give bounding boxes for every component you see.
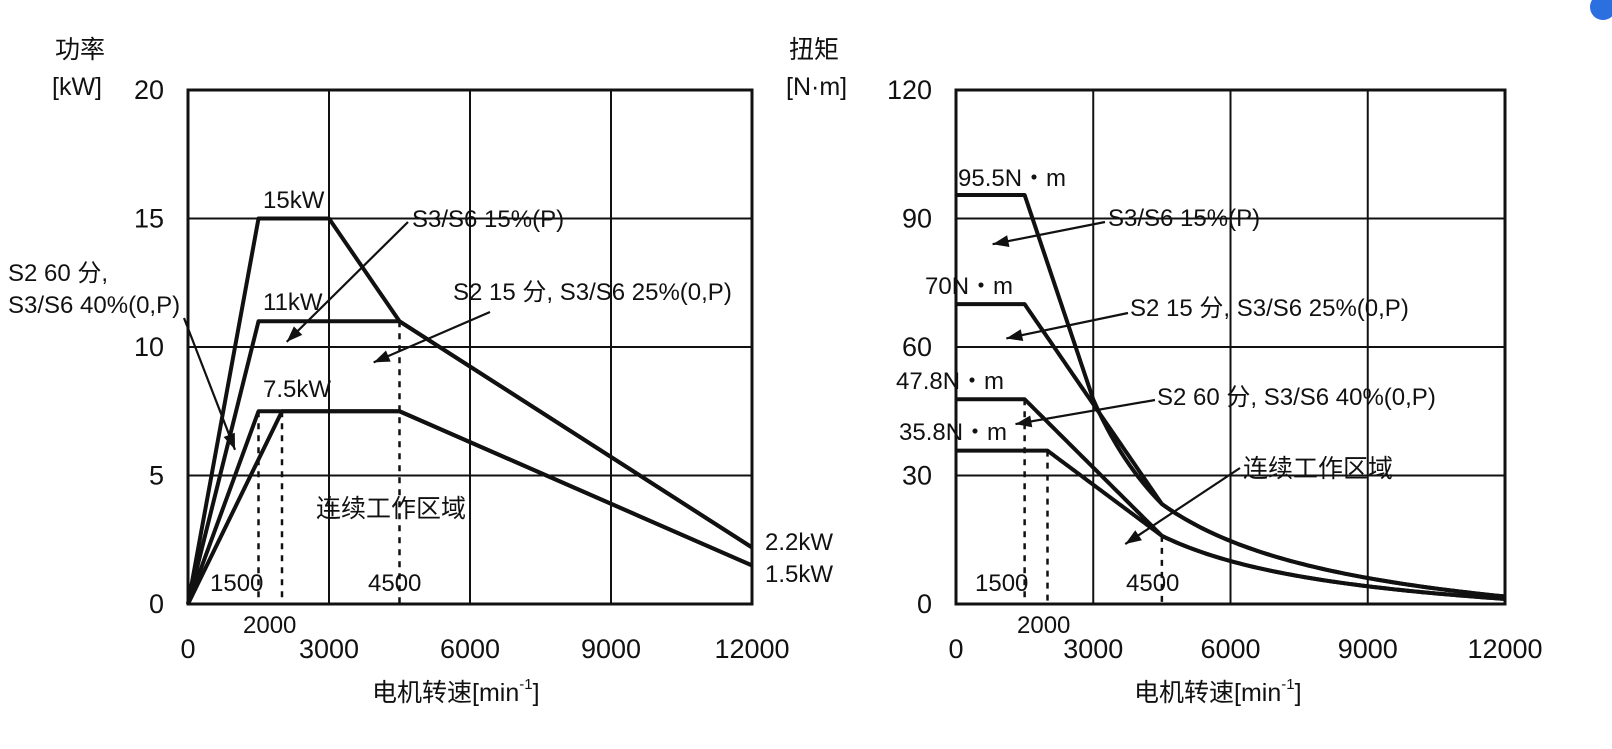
annot-s3s6-15: S3/S6 15%(P): [412, 206, 564, 233]
label-11kw: 11kW: [263, 289, 323, 316]
torque-annotation-arrows: [992, 220, 1241, 545]
ref-label-2000: 2000: [243, 612, 296, 639]
power-y-tick-labels: 0 5 10 15 20: [134, 75, 164, 619]
x-tick-label: 0: [180, 634, 195, 664]
ref-label-1500: 1500: [210, 570, 263, 597]
torque-axis-unit: [N·m]: [786, 73, 847, 101]
y-tick-label: 60: [902, 332, 932, 362]
y-tick-label: 30: [902, 461, 932, 491]
annotation-arrow-head: [286, 326, 303, 342]
power-annotation-arrows: [182, 221, 491, 451]
label-15kw: 15kW: [263, 187, 325, 214]
label-7-5kw: 7.5kW: [263, 376, 331, 403]
annot-s2-15: S2 15 分, S3/S6 25%(0,P): [453, 279, 732, 306]
x-tick-label: 9000: [581, 634, 641, 664]
power-x-axis-label: 电机转速[min-1]: [372, 676, 540, 707]
x-tick-label: 6000: [440, 634, 500, 664]
annotation-arrow-head: [373, 350, 391, 363]
plot-frame: [186, 88, 754, 606]
torque-chart: 扭矩 [N·m] 0 30 60 90 120 0 3000 6000 9000 12000 9…: [786, 36, 1543, 707]
torque-y-tick-labels: 0 30 60 90 120: [887, 75, 932, 619]
annotation-arrow-line: [1006, 311, 1129, 340]
annotation-arrow-line: [373, 310, 491, 364]
annotation-arrow-line: [182, 317, 237, 451]
label-47-8nm: 47.8N・m: [896, 368, 1004, 395]
annotation-arrow-line: [285, 221, 409, 343]
y-tick-label: 120: [887, 75, 932, 105]
label-35-8nm: 35.8N・m: [899, 419, 1007, 446]
y-tick-label: 20: [134, 75, 164, 105]
annot-r-s2-15: S2 15 分, S3/S6 25%(0,P): [1130, 295, 1409, 322]
annot-continuous: 连续工作区域: [316, 495, 466, 523]
ref-label-r-1500: 1500: [975, 570, 1028, 597]
torque-reference-lines: [1023, 399, 1164, 604]
x-tick-label: 3000: [1063, 634, 1123, 664]
x-tick-label: 12000: [1467, 634, 1542, 664]
power-chart: 功率 [kW] 0 5 10 15 20 0 3000 6000 9000 12000 15kW…: [8, 36, 833, 707]
ref-label-4500: 4500: [368, 570, 421, 597]
power-series-line: [186, 319, 754, 605]
annot-s2-60-line1: S2 60 分,: [8, 260, 108, 287]
annotation-arrow-line: [1124, 467, 1241, 545]
x-tick-label: 3000: [299, 634, 359, 664]
power-axis-unit: [kW]: [52, 73, 102, 101]
annot-r-s2-60: S2 60 分, S3/S6 40%(0,P): [1157, 384, 1436, 411]
annotation-arrow-head: [1006, 329, 1024, 342]
label-95-5nm: 95.5N・m: [958, 165, 1066, 192]
y-tick-label: 0: [149, 589, 164, 619]
power-x-tick-labels: 0 3000 6000 9000 12000: [180, 634, 789, 664]
annotation-arrow-head: [992, 235, 1010, 247]
annotation-arrow-head: [1125, 530, 1142, 545]
label-70nm: 70N・m: [925, 273, 1013, 300]
y-tick-label: 5: [149, 461, 164, 491]
x-tick-label: 9000: [1338, 634, 1398, 664]
torque-series-line: [956, 302, 1506, 599]
power-series: [186, 216, 754, 605]
label-2-2kw: 2.2kW: [765, 529, 833, 556]
x-tick-label: 0: [948, 634, 963, 664]
annotation-arrow-line: [1015, 398, 1156, 426]
power-series-line: [186, 409, 753, 605]
annotation-arrow-line: [992, 220, 1106, 246]
annot-r-s3s6-15: S3/S6 15%(P): [1108, 205, 1260, 232]
torque-series-line: [956, 448, 1506, 601]
y-tick-label: 15: [134, 204, 164, 234]
y-tick-label: 0: [917, 589, 932, 619]
plot-frame: [954, 88, 1507, 606]
ref-label-r-4500: 4500: [1126, 570, 1179, 597]
assistant-badge-icon[interactable]: [1590, 0, 1612, 20]
annot-r-continuous: 连续工作区域: [1243, 455, 1393, 483]
torque-x-axis-label: 电机转速[min-1]: [1134, 676, 1302, 707]
power-reference-lines: [257, 321, 401, 604]
torque-x-tick-labels: 0 3000 6000 9000 12000: [948, 634, 1542, 664]
x-tick-label: 6000: [1200, 634, 1260, 664]
x-tick-label: 12000: [714, 634, 789, 664]
annot-s2-60-line2: S3/S6 40%(0,P): [8, 292, 180, 319]
y-tick-label: 10: [134, 332, 164, 362]
power-axis-title: 功率: [55, 36, 105, 64]
label-1-5kw: 1.5kW: [765, 561, 833, 588]
annotation-arrow-head: [1015, 415, 1033, 428]
ref-label-r-2000: 2000: [1017, 612, 1070, 639]
y-tick-label: 90: [902, 204, 932, 234]
torque-series: [956, 192, 1506, 601]
torque-axis-title: 扭矩: [789, 36, 839, 64]
annotation-arrow-head: [223, 432, 235, 450]
